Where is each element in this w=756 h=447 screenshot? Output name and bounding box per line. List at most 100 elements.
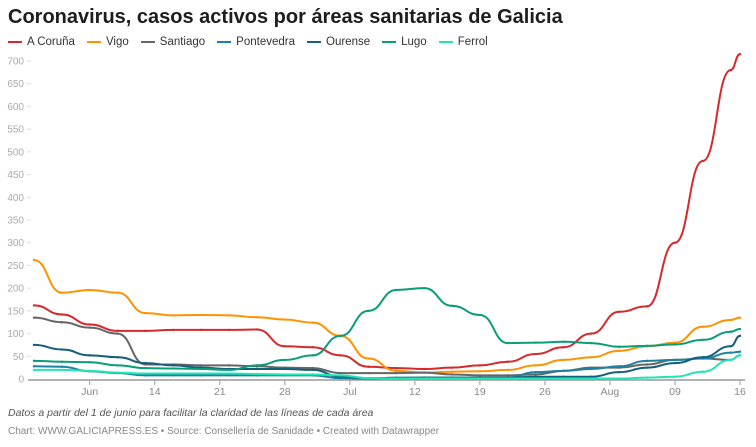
legend-label: Pontevedra [236,36,295,48]
data-point [32,368,36,372]
legend-swatch [8,41,22,43]
data-point [478,377,482,380]
data-point [645,359,649,363]
data-point [562,358,565,362]
data-point [590,355,593,359]
data-point [311,354,314,357]
data-point [422,367,426,371]
series-line-lugo [33,287,741,371]
data-point [450,304,454,308]
x-tick-label: 12 [409,386,421,398]
data-point [729,68,732,72]
data-point [283,318,287,321]
x-tick-label: 21 [214,386,226,398]
data-point [172,372,175,375]
chart-note: Datos a partir del 1 de junio para facil… [8,407,374,419]
data-point [283,358,287,362]
x-tick-label: 09 [669,386,681,398]
data-point [534,370,537,374]
data-point [32,258,36,262]
data-point [422,286,426,290]
data-point [738,327,742,331]
data-point [116,355,119,359]
data-point [172,328,175,332]
data-point [450,377,454,380]
data-point [32,343,36,347]
data-point [395,371,398,375]
data-point [60,313,64,316]
data-point [395,369,398,373]
y-tick-label: 100 [7,329,24,340]
data-point [534,377,537,380]
data-point [60,348,64,351]
data-point [367,365,370,368]
data-point [255,364,259,367]
legend-item: A Coruña [8,36,75,48]
data-point [395,377,398,380]
data-point [144,372,147,375]
data-point [506,377,509,380]
legend-label: Vigo [105,36,129,48]
legend-item: Ferrol [438,36,488,48]
data-point [116,332,119,335]
data-point [172,314,175,317]
x-tick-label: 14 [149,386,161,398]
data-point [701,159,705,163]
legend-swatch [86,41,101,43]
data-point [478,313,482,317]
data-point [255,367,259,371]
data-point [738,52,742,56]
legend-label: Ferrol [457,36,488,48]
data-point [283,373,287,376]
data-point [645,366,649,369]
data-point [200,313,203,317]
data-point [88,360,91,364]
legend-swatch [140,41,155,43]
data-point [618,370,621,374]
data-point [478,364,482,367]
data-point [618,345,621,348]
data-point [339,374,342,377]
x-tick-label: 26 [539,386,551,398]
data-point [116,291,119,294]
data-point [116,371,119,374]
x-tick-label: 28 [279,386,291,398]
data-point [729,330,732,333]
legend-item: Ourense [307,36,370,48]
data-point [422,371,426,374]
data-point [227,368,231,372]
data-point [227,314,231,317]
data-point [729,351,732,354]
data-point [395,366,398,370]
series-line-ourense [33,334,741,380]
data-point [673,341,677,344]
x-tick-label: Aug [601,386,620,398]
data-point [88,369,91,373]
data-point [144,329,147,333]
data-point [339,371,342,375]
data-point [172,374,175,377]
data-point [562,340,565,343]
legend-item: Santiago [140,36,205,48]
data-point [562,377,565,380]
legend-swatch [307,41,321,43]
legend-item: Vigo [86,36,129,48]
y-tick-label: 150 [7,306,24,317]
data-point [311,321,314,324]
data-point [200,364,203,367]
data-point [88,288,91,292]
y-tick-label: 550 [7,125,24,136]
data-point [200,374,203,377]
legend-swatch [382,41,397,43]
data-point [534,375,537,378]
data-point [116,329,119,333]
data-point [60,321,64,324]
data-point [673,241,677,244]
data-point [618,365,621,368]
data-point [645,305,649,308]
data-point [618,377,621,380]
data-point [32,365,36,368]
data-point [450,370,454,373]
series-line-vigo [33,258,741,374]
